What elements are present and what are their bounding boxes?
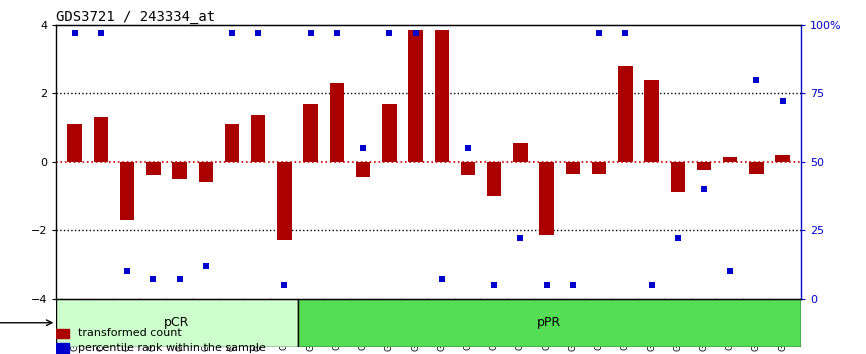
Bar — [435, 30, 449, 162]
Point — [514, 235, 527, 241]
Bar — [723, 156, 738, 162]
Bar — [303, 103, 318, 162]
Bar — [225, 124, 239, 162]
Bar — [382, 103, 397, 162]
Point — [671, 235, 685, 241]
Point — [776, 99, 790, 104]
Point — [697, 186, 711, 192]
Point — [566, 282, 580, 288]
Bar — [775, 155, 790, 162]
Point — [409, 30, 423, 36]
Bar — [618, 66, 632, 162]
Bar — [251, 115, 265, 162]
Text: pPR: pPR — [537, 316, 561, 329]
Bar — [56, 329, 69, 338]
Bar — [461, 162, 475, 175]
Bar — [487, 162, 501, 196]
Bar — [277, 162, 292, 240]
Bar — [146, 162, 160, 175]
Point — [356, 145, 370, 151]
Text: transformed count: transformed count — [78, 329, 182, 338]
Point — [304, 30, 318, 36]
Bar — [56, 298, 298, 347]
Bar — [670, 162, 685, 193]
Text: pCR: pCR — [165, 316, 190, 329]
Bar — [120, 162, 134, 220]
Point — [618, 30, 632, 36]
Point — [225, 30, 239, 36]
Point — [435, 276, 449, 282]
Bar — [172, 162, 187, 179]
Bar — [565, 162, 580, 174]
Point — [146, 276, 160, 282]
Bar — [298, 298, 801, 347]
Bar — [356, 162, 371, 177]
Bar — [514, 143, 527, 162]
Point — [199, 263, 213, 269]
Bar — [644, 80, 659, 162]
Point — [592, 30, 606, 36]
Bar — [409, 30, 423, 162]
Point — [120, 268, 134, 274]
Bar — [540, 162, 554, 235]
Bar — [68, 124, 82, 162]
Point — [330, 30, 344, 36]
Bar — [94, 117, 108, 162]
Bar — [330, 83, 344, 162]
Point — [172, 276, 186, 282]
Point — [383, 30, 397, 36]
Point — [94, 30, 107, 36]
Point — [723, 268, 737, 274]
Point — [750, 77, 764, 82]
Bar — [697, 162, 711, 170]
Point — [644, 282, 658, 288]
Point — [488, 282, 501, 288]
Bar — [592, 162, 606, 174]
Point — [277, 282, 291, 288]
Bar — [198, 162, 213, 182]
Point — [68, 30, 81, 36]
Bar — [56, 343, 69, 353]
Text: percentile rank within the sample: percentile rank within the sample — [78, 343, 266, 353]
Point — [461, 145, 475, 151]
Point — [251, 30, 265, 36]
Bar — [749, 162, 764, 174]
Point — [540, 282, 553, 288]
Text: GDS3721 / 243334_at: GDS3721 / 243334_at — [56, 10, 216, 24]
